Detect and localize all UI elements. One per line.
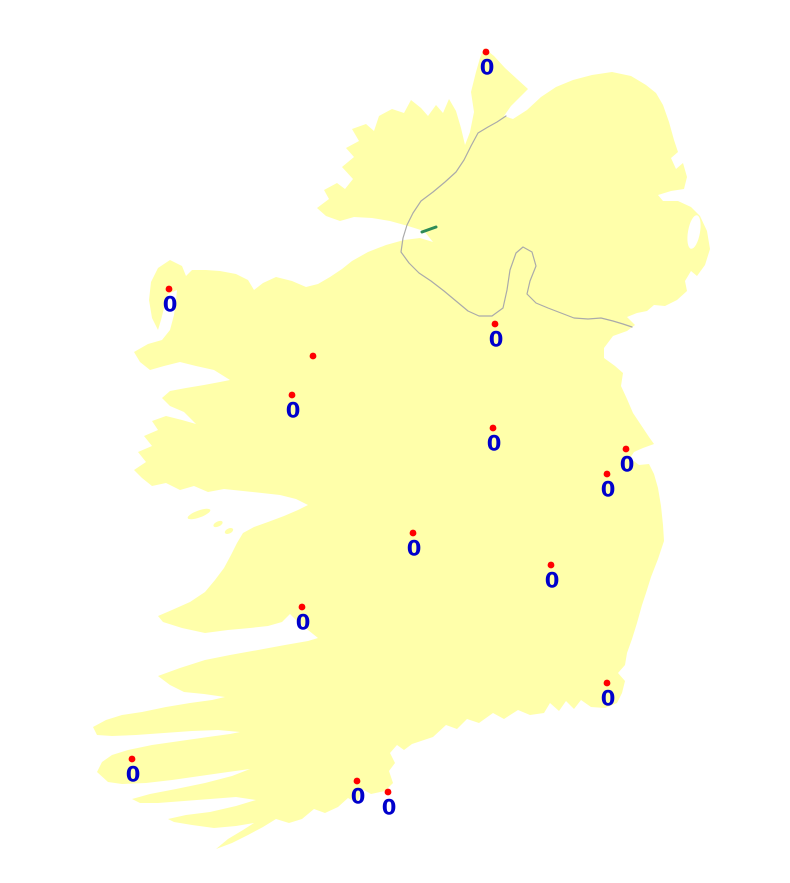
station-dot (165, 285, 173, 293)
station-dot (298, 603, 306, 611)
station-dot (603, 470, 611, 478)
station-marker: 0 (545, 561, 560, 593)
station-value-label: 0 (489, 328, 504, 352)
station-value-label: 0 (480, 56, 495, 80)
station-value-label: 0 (351, 785, 366, 809)
station-marker: 0 (296, 603, 311, 635)
station-marker (309, 352, 317, 360)
station-value-label: 0 (126, 763, 141, 787)
station-marker: 0 (407, 529, 422, 561)
station-value-label: 0 (382, 796, 397, 820)
station-dot (309, 352, 317, 360)
station-value-label: 0 (286, 399, 301, 423)
station-marker: 0 (351, 777, 366, 809)
station-dot (491, 320, 499, 328)
station-marker: 0 (489, 320, 504, 352)
station-marker: 0 (126, 755, 141, 787)
ireland-landmass (93, 48, 710, 849)
station-marker: 0 (163, 285, 178, 317)
green-lake-mark (420, 225, 438, 234)
aran-islands (187, 508, 234, 534)
station-value-label: 0 (601, 478, 616, 502)
station-dot (384, 788, 392, 796)
station-marker: 0 (382, 788, 397, 820)
station-dot (482, 48, 490, 56)
strangford-lough (687, 215, 701, 249)
northern-ireland-border (400, 115, 633, 328)
station-marker: 0 (601, 679, 616, 711)
station-dot (547, 561, 555, 569)
station-dot (128, 755, 136, 763)
station-dot (622, 445, 630, 453)
station-marker: 0 (487, 424, 502, 456)
station-value-label: 0 (296, 611, 311, 635)
aran-island-middle (213, 520, 223, 528)
station-value-label: 0 (620, 453, 635, 477)
station-value-label: 0 (407, 537, 422, 561)
aran-island-large (187, 508, 211, 520)
station-marker: 0 (480, 48, 495, 80)
aran-island-small (224, 528, 234, 534)
station-dot (288, 391, 296, 399)
station-value-label: 0 (545, 569, 560, 593)
station-dot (409, 529, 417, 537)
station-dot (603, 679, 611, 687)
station-marker: 0 (286, 391, 301, 423)
station-dot (353, 777, 361, 785)
station-marker: 0 (601, 470, 616, 502)
station-value-label: 0 (487, 432, 502, 456)
station-marker: 0 (620, 445, 635, 477)
station-dot (489, 424, 497, 432)
station-value-label: 0 (601, 687, 616, 711)
station-value-label: 0 (163, 293, 178, 317)
